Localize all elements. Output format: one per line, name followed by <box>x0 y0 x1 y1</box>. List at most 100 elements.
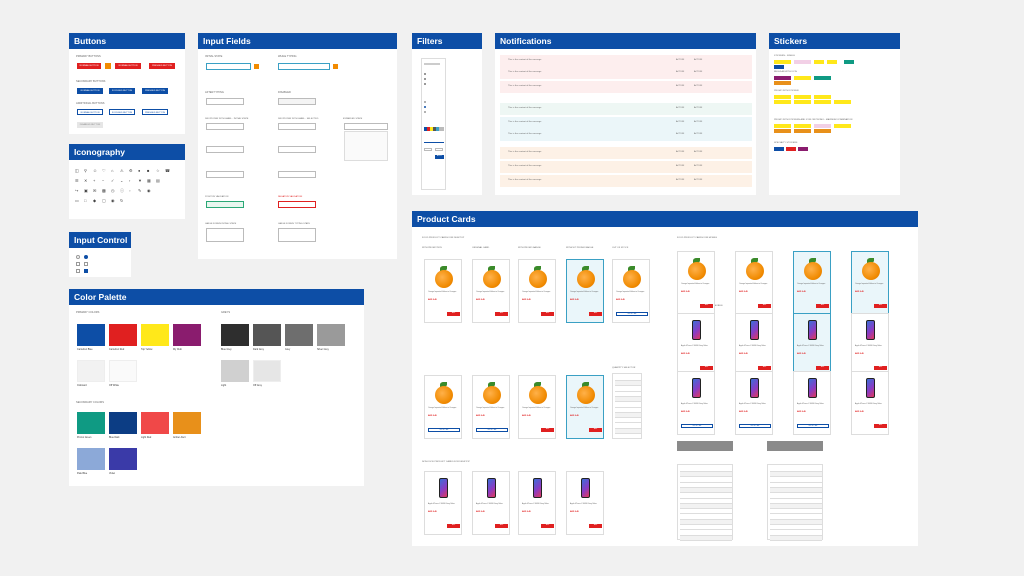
add-to-cart-button[interactable]: ADD <box>816 366 829 370</box>
product-name[interactable]: Apple iPhone X 64GB Grey Silver <box>797 345 824 347</box>
checkbox-unchecked-2[interactable] <box>84 262 88 266</box>
quantity-option[interactable] <box>680 509 732 515</box>
add-to-cart-button[interactable]: ADD <box>447 312 460 316</box>
search-field-typed[interactable] <box>278 171 316 178</box>
quantity-option[interactable] <box>615 413 641 419</box>
dropdown-initial[interactable] <box>206 123 244 130</box>
dropdown-selected[interactable] <box>278 123 316 130</box>
dropdown-with-icon[interactable] <box>206 146 244 153</box>
checkbox-3[interactable] <box>76 269 80 273</box>
product-card[interactable]: Apple iPhone X 64GB Grey Silver AED 8.49 A… <box>793 313 831 377</box>
product-card[interactable]: Orange Imported Valencia Oranges AED 8.49… <box>518 259 556 323</box>
primary-normal-button[interactable]: NORMAL BUTTON <box>77 63 101 69</box>
product-card[interactable]: Apple iPhone X 64GB Grey Silver AED 8.49 A… <box>851 371 889 435</box>
quantity-dropdown[interactable] <box>677 464 733 541</box>
checkbox-checked[interactable] <box>84 269 88 273</box>
outline-normal-button[interactable]: NORMAL BUTTON <box>77 109 103 115</box>
quantity-option[interactable] <box>680 472 732 478</box>
quantity-option[interactable] <box>615 434 641 440</box>
notification-action[interactable]: ACTION <box>694 165 703 167</box>
quantity-dropdown-2[interactable] <box>767 464 823 541</box>
notification-action[interactable]: ACTION <box>694 151 703 153</box>
quantity-option[interactable] <box>770 515 822 520</box>
add-to-cart-button[interactable]: ADD <box>541 312 554 316</box>
product-name[interactable]: Orange Imported Valencia Oranges <box>855 283 884 285</box>
product-name[interactable]: Orange Imported Valencia Oranges <box>476 407 505 409</box>
product-card[interactable]: Apple iPhone X 64GB Grey Silver AED 8.49 A… <box>677 313 715 377</box>
notify-me-button[interactable]: NOTIFY ME <box>476 428 508 432</box>
color-filter-swatches[interactable] <box>424 127 444 131</box>
quantity-option[interactable] <box>615 424 641 429</box>
product-card[interactable]: Apple iPhone X 64GB Grey Silver AED 8.49 N… <box>677 371 715 435</box>
quantity-option[interactable] <box>680 531 732 536</box>
input-action-icon-2[interactable] <box>333 64 338 69</box>
filter-checkbox[interactable] <box>424 73 426 75</box>
notification-action[interactable]: ACTION <box>694 121 703 123</box>
quantity-option[interactable] <box>770 525 822 531</box>
product-name[interactable]: Apple iPhone X 64GB Grey Silver <box>476 503 503 505</box>
product-name[interactable]: Orange Imported Valencia Oranges <box>522 291 551 293</box>
initial-input[interactable] <box>206 63 251 70</box>
notify-me-button[interactable]: NOTIFY ME <box>616 312 648 316</box>
product-name[interactable]: Orange Imported Valencia Oranges <box>522 407 551 409</box>
product-card[interactable]: Orange Imported Valencia Oranges AED 8.49… <box>793 251 831 315</box>
quantity-selector-list[interactable] <box>612 373 642 440</box>
quantity-option[interactable] <box>680 535 732 541</box>
product-name[interactable]: Apple iPhone X 64GB Grey Silver <box>522 503 549 505</box>
primary-icon-button[interactable] <box>105 63 111 69</box>
product-card[interactable]: Apple iPhone X 64GB Grey Silver AED 8.49 A… <box>851 313 889 377</box>
quantity-option[interactable] <box>770 535 822 541</box>
notification-action[interactable]: ACTION <box>694 59 703 61</box>
expanded-dropdown[interactable] <box>344 123 388 130</box>
add-to-cart-button[interactable]: ADD <box>874 304 887 308</box>
primary-pressed-button[interactable]: PRESSED BUTTON <box>149 63 175 69</box>
add-to-cart-button[interactable]: ADD <box>589 428 602 432</box>
filter-checkbox[interactable] <box>424 78 426 80</box>
add-to-cart-button[interactable]: ADD <box>589 312 602 316</box>
quantity-option[interactable] <box>680 483 732 488</box>
search-field[interactable] <box>206 171 244 178</box>
quantity-option[interactable] <box>615 392 641 397</box>
notification-action[interactable]: ACTION <box>676 85 685 87</box>
secondary-focused-button[interactable]: FOCUSED BUTTON <box>109 88 135 94</box>
product-card[interactable]: Apple iPhone X 64GB Grey Silver AED 8.49 A… <box>566 471 604 535</box>
product-card[interactable]: Orange Imported Valencia Oranges AED 8.49… <box>472 259 510 323</box>
large-typing-textarea[interactable] <box>278 228 316 242</box>
negative-validation-input[interactable] <box>278 201 316 208</box>
product-name[interactable]: Orange Imported Valencia Oranges <box>476 291 505 293</box>
product-name[interactable]: Apple iPhone X 64GB Grey Silver <box>681 403 708 405</box>
product-card[interactable]: Orange Imported Valencia Oranges AED 8.49… <box>612 259 650 323</box>
add-to-cart-button[interactable]: ADD <box>874 366 887 370</box>
positive-validation-input[interactable] <box>206 201 244 208</box>
product-name[interactable]: Apple iPhone X 64GB Grey Silver <box>739 345 766 347</box>
filter-apply-button[interactable]: APPLY <box>435 155 444 159</box>
product-name[interactable]: Orange Imported Valencia Oranges <box>428 407 457 409</box>
quantity-option[interactable] <box>680 525 732 531</box>
checkbox-unchecked[interactable] <box>76 262 80 266</box>
radio-checked[interactable] <box>84 255 88 259</box>
add-to-cart-button[interactable]: ADD <box>541 524 554 528</box>
quantity-option[interactable] <box>615 408 641 413</box>
quantity-option[interactable] <box>770 531 822 536</box>
while-typing-input[interactable] <box>278 63 330 70</box>
add-to-cart-button[interactable]: ADD <box>816 304 829 308</box>
add-to-cart-button[interactable]: ADD <box>758 304 771 308</box>
quantity-option[interactable] <box>615 403 641 408</box>
quantity-option[interactable] <box>615 387 641 392</box>
quantity-option[interactable] <box>770 472 822 478</box>
quantity-option[interactable] <box>680 520 732 525</box>
price-max-input[interactable] <box>435 148 443 151</box>
quantity-option[interactable] <box>615 429 641 434</box>
quantity-option[interactable] <box>615 397 641 403</box>
product-name[interactable]: Orange Imported Valencia Oranges <box>570 407 599 409</box>
notification-action[interactable]: ACTION <box>676 165 685 167</box>
add-to-cart-button[interactable]: ADD <box>495 524 508 528</box>
quantity-option[interactable] <box>770 499 822 504</box>
notification-action[interactable]: ACTION <box>694 133 703 135</box>
quantity-option[interactable] <box>680 478 732 483</box>
secondary-normal-button[interactable]: NORMAL BUTTON <box>77 88 103 94</box>
dropdown-options-list[interactable] <box>344 131 388 161</box>
add-to-cart-button[interactable]: ADD <box>874 424 887 428</box>
product-name[interactable]: Apple iPhone X 64GB Grey Silver <box>739 403 766 405</box>
price-range-slider[interactable] <box>424 142 444 143</box>
